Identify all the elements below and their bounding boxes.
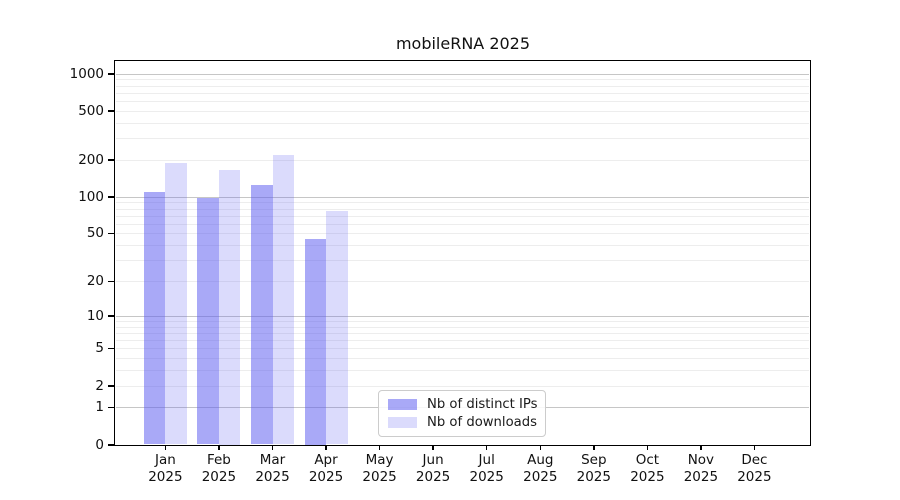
gridline-minor [116, 159, 809, 161]
legend-item: Nb of downloads [388, 415, 537, 430]
gridline-minor [116, 122, 809, 124]
gridline-minor [116, 326, 809, 328]
x-tick [700, 445, 702, 450]
gridline-minor [116, 92, 809, 94]
y-tick-label: 1000 [69, 65, 104, 82]
bar-downloads-feb [218, 169, 241, 445]
plot-area [114, 60, 811, 446]
x-tick [271, 445, 274, 450]
y-tick-label: 20 [86, 273, 104, 290]
y-tick [108, 385, 115, 387]
chart-title: mobileRNA 2025 [395, 34, 531, 53]
x-tick-label: Sep 2025 [576, 452, 611, 485]
y-tick [108, 444, 115, 446]
y-tick [108, 110, 115, 112]
y-tick-label: 0 [95, 436, 104, 453]
bar-distinct-ips-jan [143, 191, 166, 445]
x-tick-label: Feb 2025 [201, 452, 237, 485]
gridline-minor [116, 245, 809, 247]
y-tick [108, 159, 115, 161]
legend-swatch-downloads [388, 417, 417, 428]
y-tick [108, 196, 115, 198]
x-tick-label: May 2025 [362, 452, 397, 485]
x-tick-label: Dec 2025 [737, 452, 772, 485]
bar-distinct-ips-mar [251, 184, 273, 445]
x-tick [593, 445, 595, 450]
bar-downloads-apr [326, 211, 348, 445]
gridline-minor [116, 385, 809, 387]
bar-distinct-ips-apr [304, 239, 326, 445]
gridline-minor [116, 370, 809, 372]
bar-downloads-jan [165, 162, 187, 445]
y-tick [108, 406, 115, 409]
x-tick-label: Jul 2025 [469, 452, 504, 485]
gridline-minor [116, 208, 809, 210]
legend: Nb of distinct IPs Nb of downloads [378, 390, 546, 437]
x-tick-label: Nov 2025 [683, 452, 719, 485]
y-tick-label: 1 [95, 399, 104, 416]
y-tick-label: 2 [95, 377, 104, 394]
bar-downloads-mar [272, 155, 294, 445]
gridline-minor [116, 215, 809, 217]
gridline-minor [116, 110, 809, 112]
gridline-minor [116, 260, 809, 262]
gridline-minor [116, 202, 809, 204]
legend-label: Nb of downloads [427, 415, 537, 430]
gridline-minor [116, 340, 809, 341]
legend-swatch-distinct-ips [388, 399, 417, 410]
x-tick [378, 445, 381, 450]
x-tick-label: Apr 2025 [308, 452, 344, 485]
gridline-minor [116, 358, 809, 360]
y-tick [108, 315, 115, 317]
y-tick [108, 73, 115, 75]
y-tick-label: 10 [86, 307, 104, 324]
legend-label: Nb of distinct IPs [427, 397, 538, 412]
gridline-minor [116, 320, 809, 322]
gridline-minor [116, 138, 809, 140]
y-tick-label: 500 [78, 102, 104, 119]
x-tick [432, 445, 434, 450]
y-tick [108, 347, 115, 350]
x-tick [164, 445, 167, 450]
x-tick-label: Oct 2025 [630, 452, 665, 485]
gridline-major [116, 196, 809, 198]
gridline-minor [116, 85, 809, 87]
gridline-major [116, 315, 809, 317]
y-tick-label: 100 [78, 188, 104, 205]
gridline-minor [116, 79, 809, 81]
gridline-minor [116, 332, 809, 334]
legend-item: Nb of distinct IPs [388, 397, 538, 412]
x-tick-label: Mar 2025 [255, 452, 290, 485]
y-tick [108, 280, 115, 283]
gridline-minor [116, 233, 809, 235]
x-tick [325, 445, 327, 450]
x-tick [218, 445, 220, 450]
gridline-minor [116, 281, 809, 283]
x-tick-label: Jun 2025 [415, 452, 451, 485]
x-tick [485, 445, 488, 450]
x-tick [753, 445, 756, 450]
y-tick-label: 200 [78, 151, 104, 168]
gridline-minor [116, 223, 809, 225]
bar-distinct-ips-feb [197, 198, 219, 445]
y-tick [108, 232, 115, 235]
y-tick-label: 50 [86, 225, 104, 242]
gridline-minor [116, 101, 809, 102]
x-tick-label: Aug 2025 [523, 452, 558, 485]
gridline-minor [116, 348, 809, 350]
x-tick-label: Jan 2025 [148, 452, 183, 485]
gridline-major [116, 73, 809, 75]
y-tick-label: 5 [95, 340, 104, 357]
x-tick [539, 445, 541, 450]
x-tick [646, 445, 649, 450]
